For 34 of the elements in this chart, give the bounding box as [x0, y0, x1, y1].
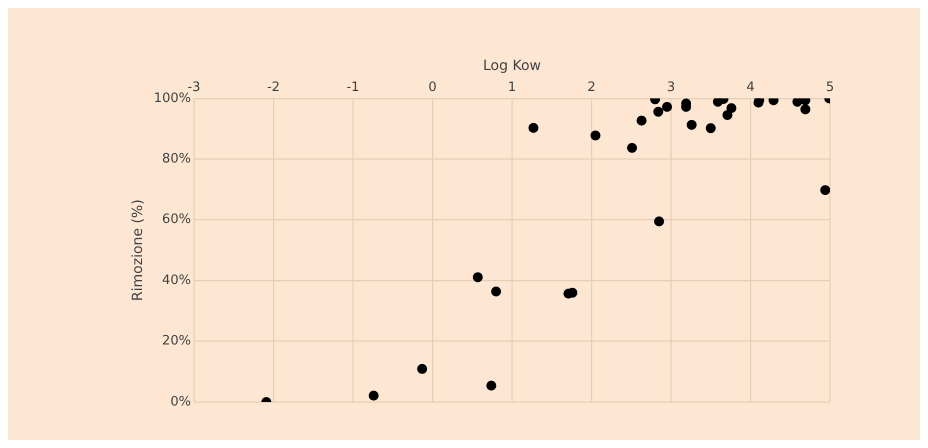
point — [686, 120, 697, 130]
y-tick-label: 60% — [162, 212, 191, 228]
x-axis-title: Log Kow — [483, 58, 541, 74]
point — [722, 110, 732, 120]
x-tick-label: 4 — [746, 80, 755, 95]
point — [636, 116, 647, 126]
point — [491, 286, 502, 296]
point — [417, 364, 428, 374]
point — [472, 272, 483, 282]
point — [486, 380, 496, 391]
point — [590, 130, 600, 140]
point — [528, 122, 538, 133]
y-axis-title: Rimozione (%) — [130, 199, 146, 302]
y-tick-label: 20% — [162, 334, 191, 349]
point — [792, 98, 802, 107]
y-tick-label: 40% — [162, 272, 191, 288]
point — [706, 123, 716, 134]
x-tick-label: -2 — [266, 80, 280, 95]
x-tick-label: 1 — [508, 80, 516, 95]
x-tick-label: 0 — [428, 80, 437, 95]
point — [654, 216, 664, 226]
x-tick-label: 5 — [826, 80, 834, 95]
point — [662, 102, 672, 112]
x-tick-label: 2 — [587, 80, 596, 95]
point — [726, 103, 736, 114]
point — [627, 142, 638, 153]
point — [820, 185, 830, 196]
y-tick-label: 0% — [170, 394, 191, 410]
x-tick-label: -1 — [346, 80, 360, 95]
point — [368, 390, 379, 401]
point — [653, 106, 664, 117]
point — [800, 104, 810, 114]
x-tick-label: 3 — [666, 80, 676, 95]
y-tick-label: 80% — [162, 151, 191, 166]
